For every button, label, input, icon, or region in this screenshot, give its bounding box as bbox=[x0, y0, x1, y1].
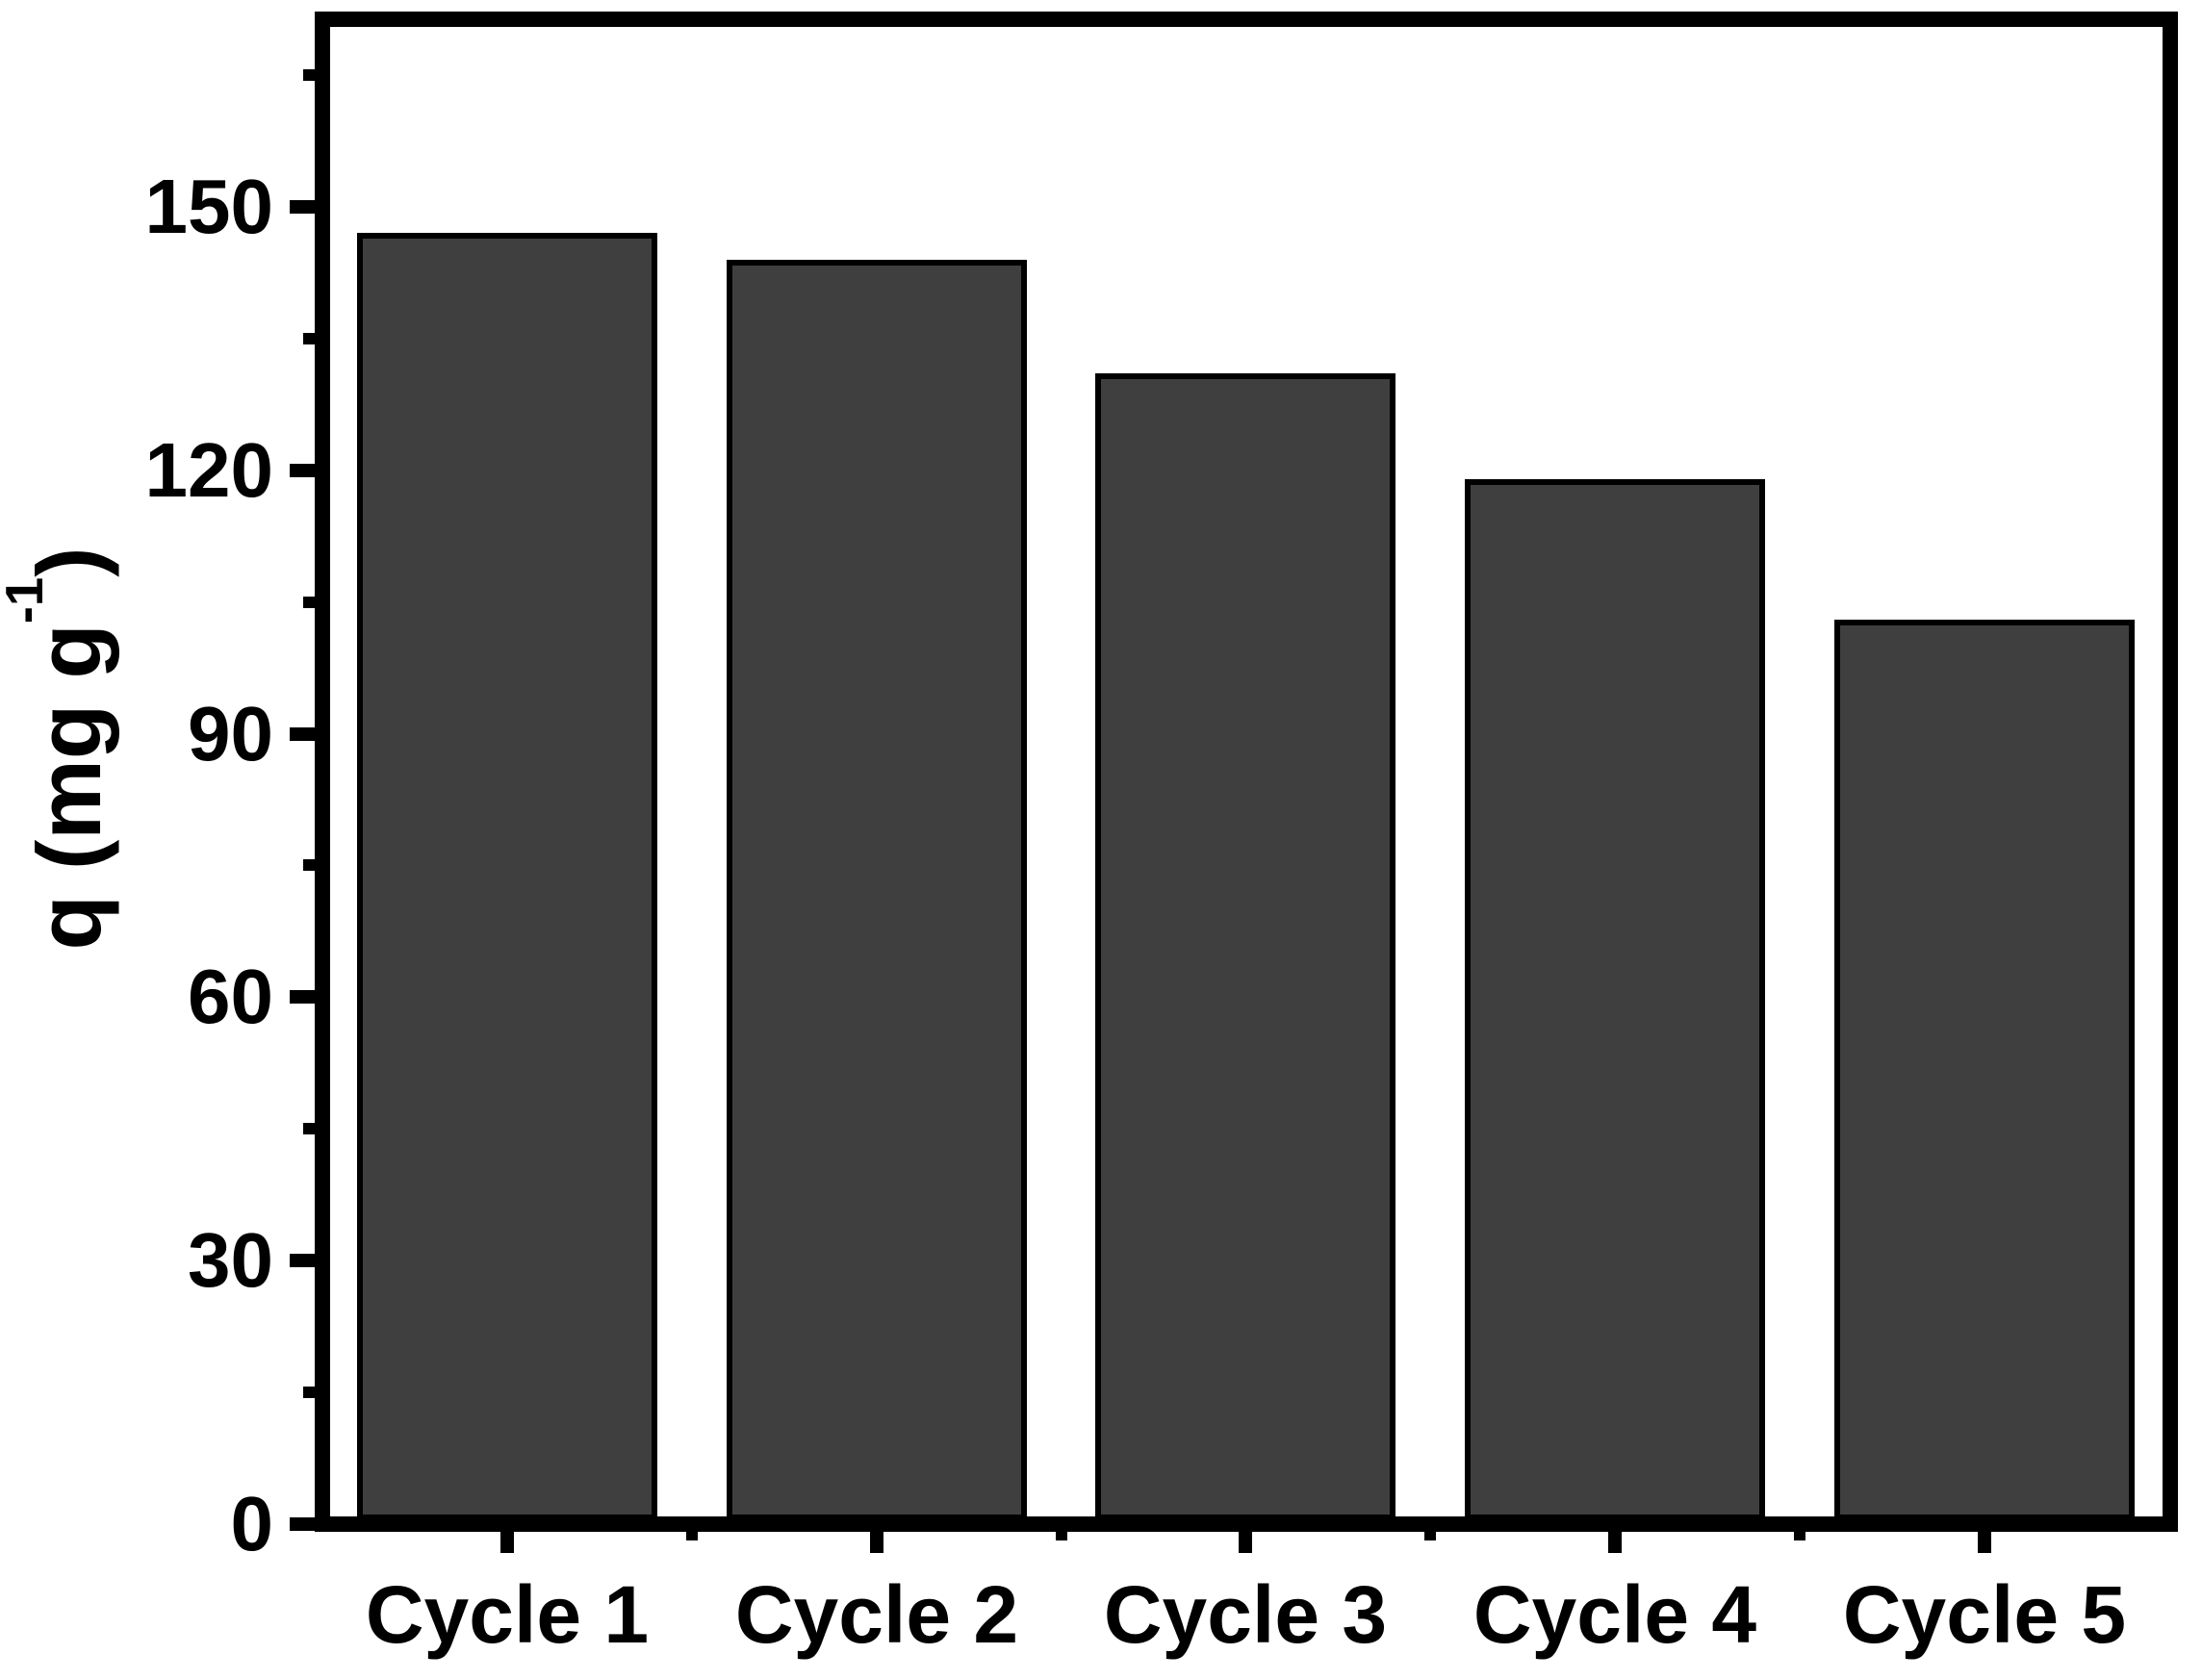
y-tick-label: 120 bbox=[144, 427, 273, 513]
y-axis-minor-tick bbox=[303, 1123, 315, 1134]
x-tick-label-cycle-1: Cycle 1 bbox=[365, 1569, 650, 1660]
bar-cycle-4 bbox=[1465, 479, 1765, 1520]
y-tick-label: 0 bbox=[230, 1481, 274, 1566]
x-axis-minor-tick bbox=[686, 1530, 698, 1540]
x-tick-label-cycle-2: Cycle 2 bbox=[734, 1569, 1019, 1660]
x-tick-label-cycle-4: Cycle 4 bbox=[1472, 1569, 1757, 1660]
y-axis-minor-tick bbox=[303, 597, 315, 608]
x-axis-major-tick bbox=[1608, 1530, 1622, 1553]
x-tick-label-cycle-5: Cycle 5 bbox=[1842, 1569, 2127, 1660]
x-axis-minor-tick bbox=[1424, 1530, 1436, 1540]
y-axis-major-tick bbox=[290, 1517, 315, 1531]
x-axis-major-tick bbox=[870, 1530, 883, 1553]
y-tick-label: 90 bbox=[188, 691, 273, 776]
y-tick-label: 150 bbox=[144, 164, 273, 249]
y-axis-major-tick bbox=[290, 200, 315, 214]
y-axis-minor-tick bbox=[303, 69, 315, 81]
x-axis-minor-tick bbox=[1794, 1530, 1805, 1540]
y-axis-minor-tick bbox=[303, 859, 315, 871]
y-axis-major-tick bbox=[290, 464, 315, 477]
bar-cycle-5 bbox=[1834, 620, 2135, 1520]
y-axis-title-text: q (mg g bbox=[18, 624, 119, 951]
y-axis-minor-tick bbox=[303, 1387, 315, 1398]
y-axis-major-tick bbox=[290, 990, 315, 1004]
x-axis-major-tick bbox=[1978, 1530, 1991, 1553]
y-axis-minor-tick bbox=[303, 333, 315, 344]
y-axis-major-tick bbox=[290, 727, 315, 741]
y-axis-major-tick bbox=[290, 1254, 315, 1267]
y-tick-label: 60 bbox=[188, 954, 273, 1039]
bar-cycle-1 bbox=[357, 233, 657, 1520]
x-tick-label-cycle-3: Cycle 3 bbox=[1103, 1569, 1388, 1660]
x-axis-major-tick bbox=[1239, 1530, 1252, 1553]
plot-frame bbox=[315, 12, 2178, 1532]
bar-cycle-2 bbox=[727, 260, 1027, 1520]
y-axis-title-superscript: -1 bbox=[0, 576, 55, 624]
x-axis-minor-tick bbox=[1056, 1530, 1067, 1540]
y-tick-label: 30 bbox=[188, 1217, 273, 1303]
x-axis-major-tick bbox=[500, 1530, 514, 1553]
y-axis-title-close-paren: ) bbox=[18, 547, 119, 577]
